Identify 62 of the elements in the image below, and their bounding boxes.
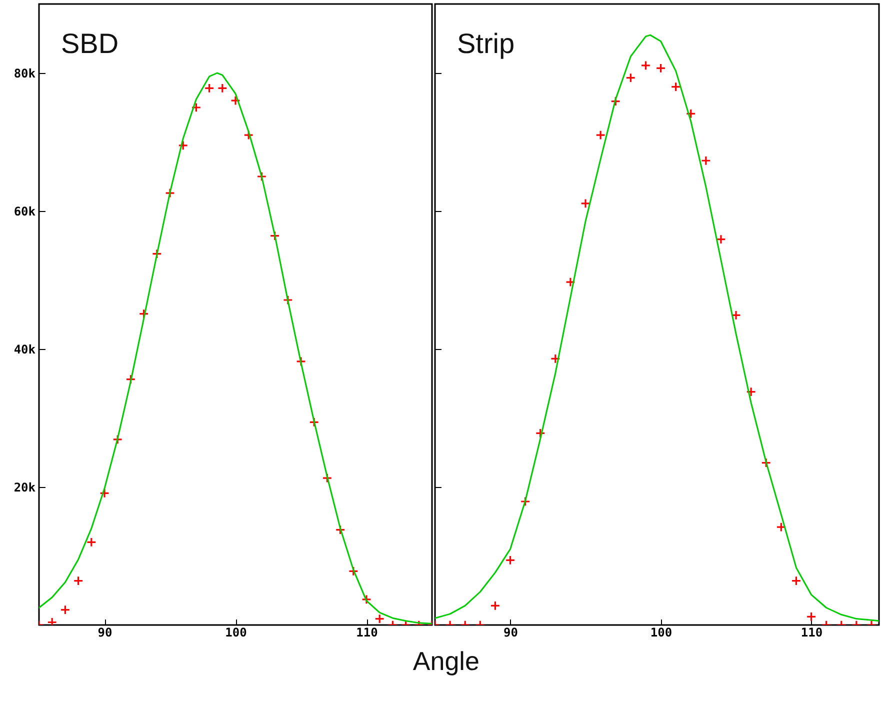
point <box>535 428 546 438</box>
point <box>565 277 576 288</box>
point <box>490 600 500 611</box>
y-tick-label: 20k <box>14 480 36 494</box>
point <box>505 555 516 566</box>
point <box>791 576 802 586</box>
point <box>60 604 70 615</box>
y-tick-label: 60k <box>14 204 36 218</box>
point <box>335 524 346 535</box>
point <box>165 188 175 198</box>
point <box>580 198 590 208</box>
point <box>296 356 306 366</box>
point <box>610 96 621 106</box>
x-axis-title: Angle <box>412 646 480 676</box>
point <box>126 374 136 384</box>
point <box>716 234 726 244</box>
x-tick-label: 90 <box>504 626 518 640</box>
point <box>626 72 636 83</box>
point <box>47 617 58 625</box>
point <box>362 594 372 604</box>
point <box>178 140 188 150</box>
point <box>86 537 96 548</box>
point <box>217 83 228 94</box>
point <box>138 308 149 319</box>
x-tick-label: 100 <box>650 626 672 640</box>
point <box>282 295 293 305</box>
point <box>656 63 666 74</box>
point <box>731 310 741 320</box>
point <box>806 612 816 622</box>
point <box>270 230 280 241</box>
x-tick-label: 110 <box>356 626 378 640</box>
point <box>596 130 606 140</box>
point <box>244 130 254 140</box>
point <box>550 354 560 364</box>
point <box>700 156 711 166</box>
x-tick-label: 100 <box>225 626 247 640</box>
point <box>520 496 530 506</box>
line-series <box>39 72 432 624</box>
point <box>348 566 358 576</box>
point <box>322 473 332 484</box>
point <box>374 614 385 624</box>
point <box>204 83 214 94</box>
x-tick-label: 110 <box>800 626 823 640</box>
point <box>309 417 320 428</box>
point <box>686 108 696 119</box>
point <box>191 102 202 112</box>
point <box>670 82 681 92</box>
text: SBD <box>61 28 119 59</box>
point <box>761 458 772 468</box>
point <box>776 522 786 532</box>
point <box>112 434 123 444</box>
y-tick-label: 40k <box>14 342 36 356</box>
point <box>100 488 110 498</box>
point <box>256 172 267 182</box>
y-tick-label: 80k <box>14 66 36 80</box>
x-tick-label: 90 <box>98 626 112 640</box>
point <box>73 576 84 586</box>
point <box>640 60 651 70</box>
point <box>152 248 162 259</box>
point <box>746 386 756 397</box>
text: Strip <box>457 28 515 59</box>
point <box>230 96 240 106</box>
